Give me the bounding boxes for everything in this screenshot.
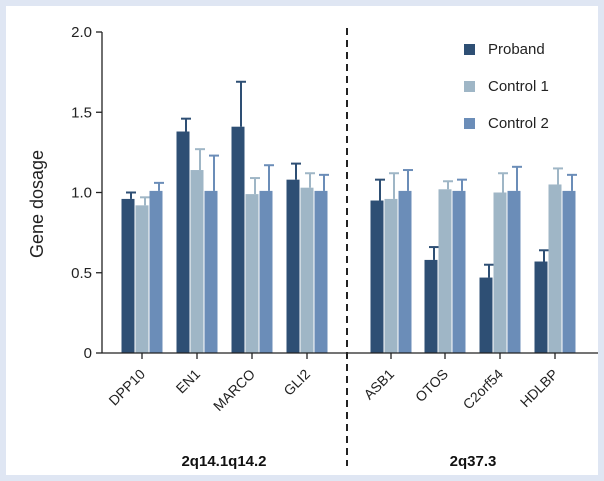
bar-control-1-marco	[245, 194, 259, 353]
bar-proband-marco	[231, 126, 245, 353]
x-tick-label-hdlbp: HDLBP	[517, 366, 561, 410]
chart-frame: 0 0.5 1.0 1.5 2.0 DPP10 EN1 MARCO GLI2 ASB1 OTOS C2…	[6, 6, 598, 475]
bar-control-2-marco	[259, 190, 273, 353]
y-tick-label: 0.5	[71, 265, 92, 282]
y-tick-label: 0	[84, 345, 92, 362]
bar-control-2-dpp10	[149, 190, 163, 353]
y-tick-label: 1.5	[71, 104, 92, 121]
bar-proband-hdlbp	[534, 261, 548, 353]
bar-control-1-asb1	[384, 198, 398, 353]
bar-proband-gli2	[286, 179, 300, 353]
bar-control-1-c2orf54	[493, 192, 507, 353]
bars-layer	[121, 80, 577, 353]
bar-proband-c2orf54	[479, 277, 493, 353]
x-tick-label-gli2: GLI2	[280, 366, 313, 399]
bar-control-2-otos	[452, 190, 466, 353]
group-label-1: 2q14.1q14.2	[181, 453, 266, 470]
y-axis-title: Gene dosage	[27, 150, 47, 258]
x-tick-label-dpp10: DPP10	[105, 366, 148, 409]
bar-control-1-dpp10	[135, 205, 149, 353]
group-label-2: 2q37.3	[450, 453, 497, 470]
legend-swatch-proband	[464, 44, 475, 55]
bar-proband-asb1	[370, 200, 384, 353]
bar-control-1-en1	[190, 170, 204, 353]
x-tick-label-otos: OTOS	[412, 366, 451, 405]
x-tick-label-marco: MARCO	[210, 366, 258, 414]
legend: Proband Control 1 Control 2	[464, 41, 549, 132]
legend-swatch-control-2	[464, 118, 475, 129]
bar-proband-en1	[176, 131, 190, 353]
y-tick-label: 1.0	[71, 185, 92, 202]
bar-proband-dpp10	[121, 198, 135, 353]
gene-dosage-chart: 0 0.5 1.0 1.5 2.0 DPP10 EN1 MARCO GLI2 ASB1 OTOS C2…	[27, 24, 598, 470]
bar-control-2-c2orf54	[507, 190, 521, 353]
bar-control-2-en1	[204, 190, 218, 353]
bar-control-1-hdlbp	[548, 184, 562, 353]
x-tick-label-c2orf54: C2orf54	[460, 366, 507, 413]
bar-control-1-otos	[438, 189, 452, 353]
x-tick-label-asb1: ASB1	[360, 366, 397, 403]
bar-proband-otos	[424, 259, 438, 353]
legend-label-control-2: Control 2	[488, 115, 549, 132]
bar-control-2-gli2	[314, 190, 328, 353]
bar-control-2-asb1	[398, 190, 412, 353]
bar-control-1-gli2	[300, 187, 314, 353]
bar-control-2-hdlbp	[562, 190, 576, 353]
y-tick-label: 2.0	[71, 24, 92, 41]
x-tick-label-en1: EN1	[173, 366, 204, 397]
legend-label-control-1: Control 1	[488, 78, 549, 95]
legend-label-proband: Proband	[488, 41, 545, 58]
legend-swatch-control-1	[464, 81, 475, 92]
